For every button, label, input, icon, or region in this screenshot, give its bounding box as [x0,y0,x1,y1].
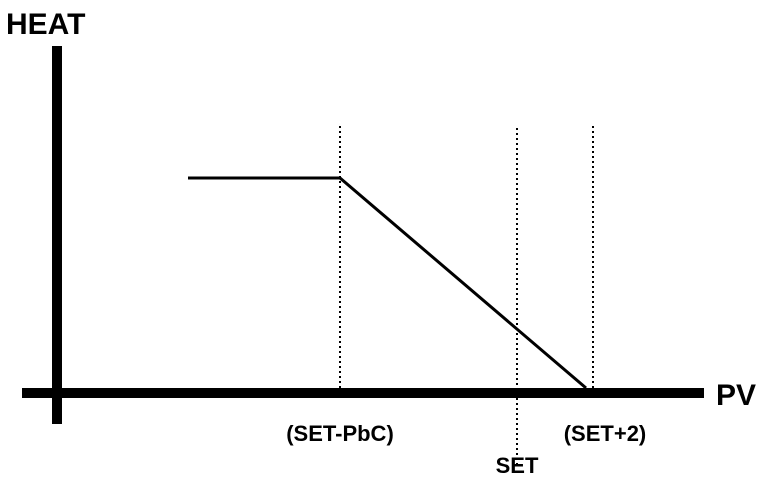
set-plus-2-label: (SET+2) [564,421,647,446]
x-axis-label: PV [716,379,756,412]
heat-output-curve [188,176,587,390]
y-axis-label: HEAT [6,8,85,41]
set-minus-pbc-label: (SET-PbC) [286,421,394,446]
set-label: SET [496,453,539,478]
